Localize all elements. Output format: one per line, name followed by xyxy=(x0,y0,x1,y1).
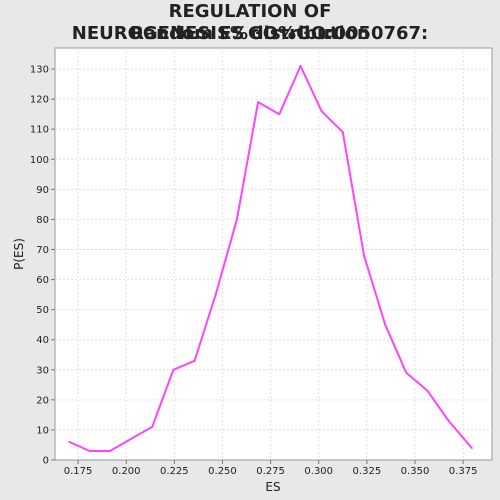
data-point xyxy=(235,218,238,221)
data-point xyxy=(299,65,302,68)
y-tick-label: 130 xyxy=(30,65,49,76)
data-point xyxy=(278,113,281,116)
data-point xyxy=(426,389,429,392)
data-point xyxy=(88,449,91,452)
x-tick-label: 0.250 xyxy=(208,466,237,477)
grid-lines xyxy=(55,48,492,460)
y-tick-label: 110 xyxy=(30,125,49,136)
data-point xyxy=(362,254,365,257)
x-tick-label: 0.200 xyxy=(112,466,141,477)
series-line xyxy=(68,65,473,452)
x-tick-label: 0.275 xyxy=(256,466,285,477)
y-tick-label: 70 xyxy=(36,245,49,256)
x-axis-ticks: 0.175 0.200 0.225 0.250 0.275 0.300 0.325 0.350… xyxy=(64,460,478,477)
data-point xyxy=(257,101,260,104)
chart-title-line-2: Random ES distribution xyxy=(130,23,370,44)
data-point xyxy=(320,110,323,113)
y-axis-label: P(ES) xyxy=(12,238,26,270)
y-tick-label: 20 xyxy=(36,395,49,406)
data-point xyxy=(384,323,387,326)
data-point xyxy=(193,359,196,362)
x-tick-label: 0.325 xyxy=(353,466,382,477)
x-axis-label: ES xyxy=(265,480,280,494)
data-point xyxy=(214,293,217,296)
data-point xyxy=(341,131,344,134)
y-tick-label: 10 xyxy=(36,425,49,436)
y-tick-label: 40 xyxy=(36,335,49,346)
y-tick-label: 60 xyxy=(36,275,49,286)
y-tick-label: 90 xyxy=(36,185,49,196)
y-tick-label: 80 xyxy=(36,215,49,226)
plot-area xyxy=(54,47,493,461)
data-point xyxy=(470,446,473,449)
data-point xyxy=(405,371,408,374)
y-tick-label: 30 xyxy=(36,365,49,376)
y-tick-label: 50 xyxy=(36,305,49,316)
x-tick-label: 0.225 xyxy=(160,466,189,477)
data-point xyxy=(151,425,154,428)
y-tick-label: 120 xyxy=(30,95,49,106)
y-tick-label: 0 xyxy=(43,456,49,467)
y-axis-ticks: 0 10 20 30 40 50 60 70 80 90 100 110 120 130 xyxy=(30,65,55,467)
data-point xyxy=(447,419,450,422)
data-point xyxy=(68,440,71,443)
series-layer xyxy=(68,65,473,452)
x-tick-label: 0.350 xyxy=(401,466,430,477)
x-tick-label: 0.300 xyxy=(304,466,333,477)
x-tick-label: 0.175 xyxy=(64,466,93,477)
y-tick-label: 100 xyxy=(30,155,49,166)
data-point xyxy=(130,437,133,440)
data-point xyxy=(108,449,111,452)
chart-title-line-1: REGULATION OF NEUROGENESIS%GO%GO:0050767… xyxy=(71,1,429,44)
x-tick-label: 0.375 xyxy=(449,466,478,477)
data-point xyxy=(172,368,175,371)
